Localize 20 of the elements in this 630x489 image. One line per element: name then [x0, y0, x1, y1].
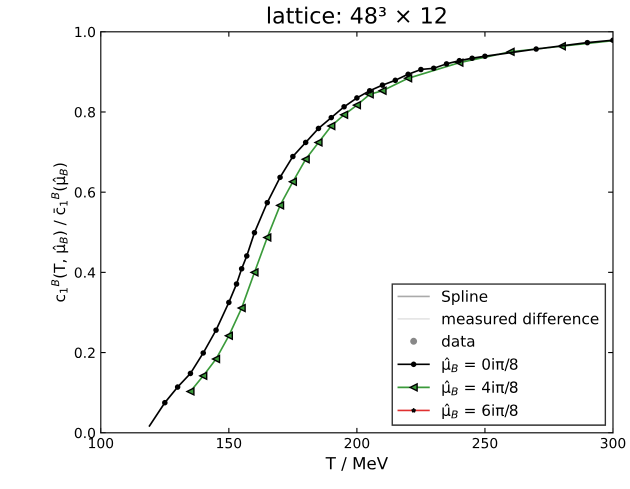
text: c$_{1}$$^{B}$(T, μ̂$_{B}$) / c̄$_{1}$$^{B}$(μ̂$_{B}$): [51, 163, 68, 302]
legend-label: μ̂$_{B}$ = 4iπ/8: [442, 380, 518, 396]
y-tick-label: 0.4: [74, 267, 96, 278]
x-tick-label: 250: [472, 438, 498, 448]
chart-title: lattice: 48³ × 12: [268, 6, 446, 24]
legend-label: μ̂$_{B}$ = 0iπ/8: [442, 357, 518, 373]
y-tick-label: 0.2: [74, 348, 95, 358]
legend-label: Spline: [442, 290, 488, 305]
x-tick-label: 150: [217, 438, 242, 448]
x-tick-label: 200: [344, 438, 370, 448]
legend-label: μ̂$_{B}$ = 6iπ/8: [442, 404, 518, 419]
legend-label: measured difference: [442, 312, 598, 324]
y-tick-label: 0.6: [74, 187, 96, 198]
x-tick-label: 100: [89, 438, 114, 448]
y-tick-label: 0.8: [74, 106, 95, 118]
x-axis-title: T / MeV: [326, 457, 388, 471]
legend-label: data: [442, 335, 474, 347]
y-tick-label: 0.0: [74, 428, 96, 438]
y-tick-label: 1.0: [75, 26, 96, 38]
x-tick-label: 300: [600, 438, 626, 448]
